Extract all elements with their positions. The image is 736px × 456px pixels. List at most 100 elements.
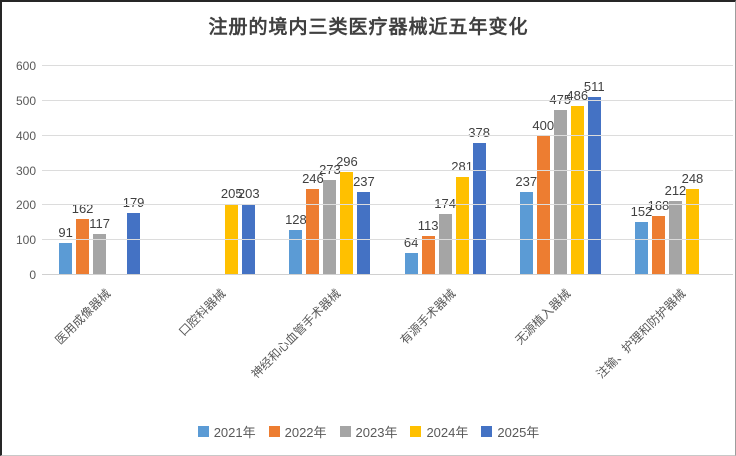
- bar-slot: 168: [648, 66, 669, 275]
- data-label: 378: [468, 125, 490, 141]
- gridline-300: [42, 169, 733, 171]
- bar-slot: [174, 66, 187, 275]
- bar-slot: 152: [631, 66, 652, 275]
- legend-label: 2025年: [497, 425, 540, 440]
- bar-group-5: 237 400 475 486 511: [503, 66, 618, 275]
- bar-group-6: 152 168 212 248: [618, 66, 733, 275]
- bar-2023年-神经和心血管手术器械: [323, 179, 337, 275]
- gridline-400: [42, 134, 733, 136]
- bar-slot: 248: [682, 66, 703, 275]
- legend-swatch: [339, 426, 351, 437]
- legend-item-2021年: 2021年: [197, 422, 256, 441]
- bar-slot: 113: [418, 66, 438, 275]
- bar-slot: [703, 66, 716, 275]
- bar-slot: 91: [58, 66, 73, 275]
- bar-slot: 400: [532, 66, 554, 275]
- data-label: 237: [353, 174, 375, 190]
- bar-2021年-神经和心血管手术器械: [289, 230, 303, 275]
- y-tick-600: 600: [15, 59, 36, 73]
- bar-slot: 486: [566, 66, 588, 275]
- bar-2024年-注输、护理和防护器械: [685, 188, 699, 275]
- bar-slot: 128: [285, 66, 307, 275]
- bar-slot: 237: [353, 66, 375, 275]
- data-label: 475: [549, 91, 572, 107]
- bar-slot: 237: [515, 66, 537, 275]
- data-label: 117: [89, 216, 110, 232]
- bar-slot: 205: [221, 66, 243, 275]
- data-label: 91: [58, 225, 73, 241]
- gridline-500: [42, 99, 733, 101]
- bar-slot: 475: [549, 66, 571, 275]
- legend-label: 2021年: [213, 425, 256, 440]
- bar-2023年-医用成像器械: [93, 234, 107, 275]
- bar-2025年-医用成像器械: [127, 212, 141, 275]
- legend-swatch: [410, 426, 422, 437]
- data-label: 248: [681, 170, 704, 186]
- data-label: 296: [336, 153, 358, 169]
- gridline-200: [42, 204, 733, 206]
- bar-slot: 179: [123, 66, 144, 275]
- chart-title: 注册的境内三类医疗器械近五年变化: [208, 17, 529, 38]
- y-tick-500: 500: [15, 93, 36, 108]
- bar-slot: 273: [319, 66, 341, 275]
- gridline-100: [42, 239, 733, 241]
- x-category-label: 医用成像器械: [52, 286, 113, 348]
- y-tick-300: 300: [15, 163, 36, 178]
- bar-slot: 174: [434, 66, 456, 275]
- legend: 2021年 2022年 2023年 2024年 2025年: [2, 422, 735, 441]
- plot-area: 91 162 117 179 205 203 128 246 273 296 237 64 113 174…: [42, 65, 733, 275]
- data-label: 168: [647, 198, 670, 214]
- bar-slot: [191, 66, 204, 275]
- data-label: 212: [664, 183, 687, 199]
- data-label: 281: [451, 159, 473, 175]
- y-tick-400: 400: [15, 128, 36, 143]
- legend-item-2023年: 2023年: [339, 422, 398, 441]
- y-tick-100: 100: [15, 233, 36, 248]
- legend-item-2024年: 2024年: [410, 422, 468, 441]
- legend-item-2022年: 2022年: [268, 422, 327, 441]
- data-label: 203: [237, 186, 260, 202]
- bar-2021年-有源手术器械: [404, 252, 418, 275]
- bar-groups: 91 162 117 179 205 203 128 246 273 296 237 64 113 174…: [42, 66, 733, 275]
- bar-slot: 162: [72, 66, 93, 275]
- bar-slot: [110, 66, 123, 275]
- bar-2022年-有源手术器械: [421, 235, 435, 275]
- bar-slot: 296: [336, 66, 358, 275]
- bar-group-1: 91 162 117 179: [42, 66, 157, 275]
- bar-group-4: 64 113 174 281 378: [388, 66, 503, 275]
- y-tick-0: 0: [29, 268, 36, 282]
- legend-label: 2023年: [355, 425, 398, 440]
- bar-slot: 203: [238, 66, 260, 275]
- x-category-label: 注输、护理和防护器械: [593, 286, 689, 382]
- bar-2025年-神经和心血管手术器械: [357, 192, 371, 275]
- x-category-label: 口腔科器械: [175, 286, 229, 339]
- bar-slot: 246: [302, 66, 324, 275]
- data-label: 237: [515, 174, 538, 190]
- bar-2024年-无源植入器械: [570, 105, 584, 275]
- data-label: 113: [417, 217, 439, 233]
- bar-2021年-医用成像器械: [59, 243, 73, 275]
- legend-label: 2024年: [426, 425, 469, 440]
- legend-swatch: [268, 426, 280, 437]
- bar-2025年-有源手术器械: [472, 143, 486, 275]
- legend-swatch: [197, 426, 209, 437]
- bar-2024年-神经和心血管手术器械: [340, 171, 354, 275]
- gridline-0: [42, 274, 733, 275]
- bar-group-2: 205 203: [157, 66, 272, 275]
- bar-slot: [208, 66, 221, 275]
- data-label: 174: [434, 196, 456, 212]
- data-label: 128: [285, 212, 307, 228]
- data-label: 246: [302, 171, 324, 187]
- legend-swatch: [481, 426, 493, 437]
- bar-slot: 281: [451, 66, 473, 275]
- bar-2023年-无源植入器械: [553, 109, 567, 275]
- x-category-label: 神经和心血管手术器械: [248, 286, 344, 382]
- bar-slot: 378: [468, 66, 490, 275]
- bar-slot: 117: [89, 66, 110, 275]
- x-category-label: 有源手术器械: [397, 286, 459, 348]
- bar-2023年-有源手术器械: [438, 214, 452, 275]
- gridline-600: [42, 65, 733, 66]
- data-label: 486: [566, 87, 589, 103]
- bar-slot: 511: [584, 66, 605, 275]
